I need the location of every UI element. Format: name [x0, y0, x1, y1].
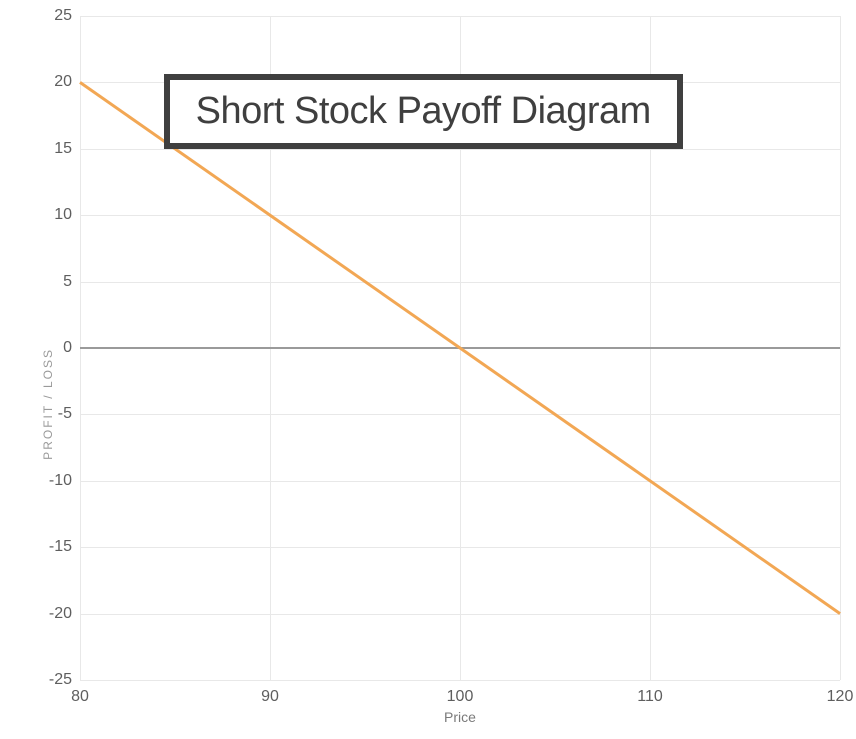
- chart-title: Short Stock Payoff Diagram: [196, 90, 651, 132]
- x-tick-label: 120: [827, 688, 854, 706]
- y-tick-label: -10: [49, 472, 72, 490]
- y-tick-label: 0: [63, 339, 72, 357]
- payoff-chart: PROFIT / LOSS Price 8090100110120-25-20-…: [10, 10, 846, 729]
- y-tick-label: 5: [63, 273, 72, 291]
- y-tick-label: 20: [54, 73, 72, 91]
- plot-area: PROFIT / LOSS Price 8090100110120-25-20-…: [80, 16, 840, 680]
- chart-title-box: Short Stock Payoff Diagram: [164, 74, 683, 149]
- x-tick-label: 80: [71, 688, 89, 706]
- x-tick-label: 100: [447, 688, 474, 706]
- y-tick-label: 25: [54, 7, 72, 25]
- y-axis-label: PROFIT / LOSS: [41, 348, 55, 460]
- x-tick-label: 90: [261, 688, 279, 706]
- x-tick-label: 110: [637, 688, 663, 706]
- y-tick-label: -15: [49, 538, 72, 556]
- series-payoff: [80, 82, 840, 613]
- y-tick-label: 10: [54, 206, 72, 224]
- y-tick-label: -20: [49, 605, 72, 623]
- x-axis-label: Price: [444, 709, 476, 725]
- y-tick-label: -5: [58, 405, 72, 423]
- y-tick-label: -25: [49, 671, 72, 689]
- y-tick-label: 15: [54, 140, 72, 158]
- gridline-v: [840, 16, 841, 680]
- gridline-h: [80, 680, 840, 681]
